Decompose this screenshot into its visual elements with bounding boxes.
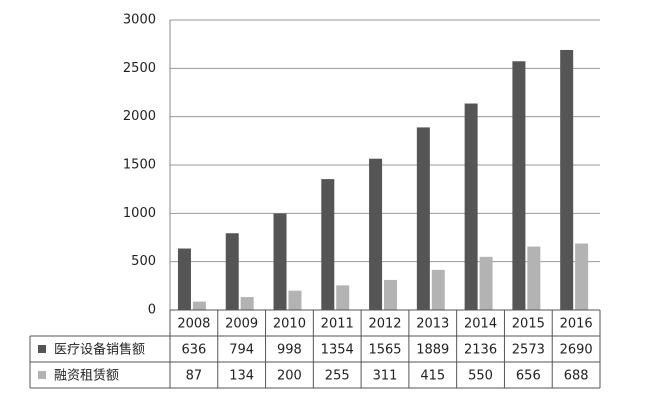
table-value: 311 <box>373 369 398 384</box>
table-value: 200 <box>277 369 302 384</box>
bar <box>560 49 574 310</box>
bar <box>384 279 398 310</box>
table-value: 550 <box>468 369 493 384</box>
table-value: 2573 <box>512 343 545 358</box>
y-tick-label: 500 <box>131 254 156 269</box>
table-value: 1889 <box>416 343 449 358</box>
bar <box>225 233 239 310</box>
bar <box>416 127 430 310</box>
table-value: 87 <box>186 369 203 384</box>
x-tick-label: 2009 <box>225 317 258 332</box>
bar <box>575 243 589 310</box>
table-value: 656 <box>516 369 541 384</box>
x-tick-label: 2016 <box>560 317 593 332</box>
x-tick-label: 2012 <box>368 317 401 332</box>
table-value: 134 <box>229 369 254 384</box>
table-value: 2690 <box>560 343 593 358</box>
x-tick-label: 2014 <box>464 317 497 332</box>
bar <box>431 269 445 310</box>
bar <box>177 248 191 310</box>
legend-label: 医疗设备销售额 <box>54 342 145 358</box>
table-value: 636 <box>181 343 206 358</box>
legend-swatch <box>38 345 46 353</box>
x-tick-label: 2010 <box>273 317 306 332</box>
legend-swatch <box>38 371 46 379</box>
bar <box>273 213 287 310</box>
bar <box>288 290 302 310</box>
x-tick-label: 2008 <box>177 317 210 332</box>
bar <box>512 61 526 310</box>
y-tick-label: 2500 <box>123 61 156 76</box>
bar <box>464 103 478 311</box>
bar <box>479 256 493 310</box>
x-tick-label: 2011 <box>321 317 354 332</box>
y-tick-label: 3000 <box>123 13 156 28</box>
y-tick-label: 1000 <box>123 206 156 221</box>
table-value: 998 <box>277 343 302 358</box>
y-tick-label: 0 <box>148 303 156 318</box>
x-tick-label: 2015 <box>512 317 545 332</box>
table-value: 688 <box>564 369 589 384</box>
bar <box>192 301 206 310</box>
y-tick-label: 1500 <box>123 158 156 173</box>
table-value: 794 <box>229 343 254 358</box>
table-value: 2136 <box>464 343 497 358</box>
table-value: 415 <box>420 369 445 384</box>
bar <box>527 246 541 310</box>
bar <box>321 179 335 310</box>
table-value: 255 <box>325 369 350 384</box>
x-tick-label: 2013 <box>416 317 449 332</box>
legend-label: 融资租赁额 <box>54 369 119 384</box>
table-value: 1354 <box>321 343 354 358</box>
table-value: 1565 <box>368 343 401 358</box>
bar <box>369 158 383 310</box>
bar <box>240 297 254 310</box>
bar <box>336 285 350 310</box>
y-tick-label: 2000 <box>123 109 156 124</box>
